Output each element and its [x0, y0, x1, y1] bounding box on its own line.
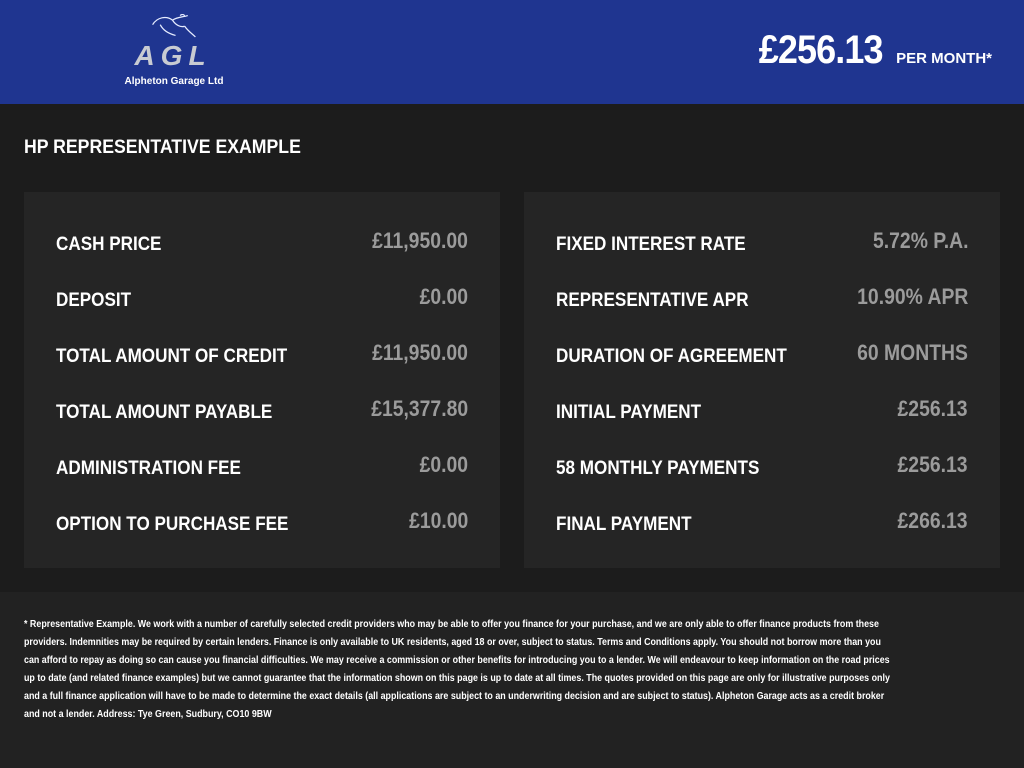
detail-value: £0.00	[419, 452, 468, 477]
detail-label: OPTION TO PURCHASE FEE	[56, 514, 289, 535]
detail-value: £15,377.80	[371, 396, 468, 421]
detail-value: £10.00	[408, 508, 468, 533]
detail-row: TOTAL AMOUNT OF CREDIT £11,950.00	[24, 340, 500, 396]
detail-label: REPRESENTATIVE APR	[556, 290, 749, 311]
detail-label: CASH PRICE	[56, 234, 162, 255]
monthly-price: £256.13 PER MONTH*	[745, 28, 992, 73]
detail-value: 10.90% APR	[856, 284, 968, 309]
detail-row: DEPOSIT £0.00	[24, 284, 500, 340]
detail-label: INITIAL PAYMENT	[556, 402, 702, 423]
detail-label: FIXED INTEREST RATE	[556, 234, 746, 255]
finance-details-right: FIXED INTEREST RATE 5.72% P.A. REPRESENTA…	[524, 192, 1000, 568]
detail-label: DURATION OF AGREEMENT	[556, 346, 787, 367]
detail-value: £0.00	[419, 284, 468, 309]
detail-label: ADMINISTRATION FEE	[56, 458, 241, 479]
detail-label: FINAL PAYMENT	[556, 514, 692, 535]
disclaimer-section: * Representative Example. We work with a…	[0, 592, 1024, 768]
detail-value: £256.13	[898, 396, 968, 421]
detail-row: 58 MONTHLY PAYMENTS £256.13	[524, 452, 1000, 508]
detail-row: FIXED INTEREST RATE 5.72% P.A.	[524, 228, 1000, 284]
detail-label: DEPOSIT	[56, 290, 132, 311]
detail-value: £266.13	[898, 508, 968, 533]
detail-row: INITIAL PAYMENT £256.13	[524, 396, 1000, 452]
detail-row: DURATION OF AGREEMENT 60 MONTHS	[524, 340, 1000, 396]
detail-label: 58 MONTHLY PAYMENTS	[556, 458, 760, 479]
detail-value: £11,950.00	[372, 228, 468, 253]
detail-row: ADMINISTRATION FEE £0.00	[24, 452, 500, 508]
logo-text: AGL	[134, 40, 212, 71]
section-title: HP REPRESENTATIVE EXAMPLE	[24, 137, 301, 158]
finance-details-left: CASH PRICE £11,950.00 DEPOSIT £0.00 TOTAL …	[24, 192, 500, 568]
detail-value: £256.13	[898, 452, 968, 477]
detail-value: 60 MONTHS	[857, 340, 968, 365]
horse-rider-icon	[152, 14, 196, 38]
alpheton-garage-logo[interactable]: AGL Alpheton Garage Ltd	[104, 14, 244, 90]
header: AGL Alpheton Garage Ltd £256.13 PER MONT…	[0, 0, 1024, 104]
monthly-price-amount: £256.13	[758, 28, 883, 72]
detail-row: OPTION TO PURCHASE FEE £10.00	[24, 508, 500, 564]
detail-row: REPRESENTATIVE APR 10.90% APR	[524, 284, 1000, 340]
disclaimer-text: * Representative Example. We work with a…	[24, 619, 890, 720]
detail-row: FINAL PAYMENT £266.13	[524, 508, 1000, 564]
per-month-label: PER MONTH*	[896, 50, 992, 67]
detail-value: £11,950.00	[372, 340, 468, 365]
detail-label: TOTAL AMOUNT PAYABLE	[56, 402, 273, 423]
detail-label: TOTAL AMOUNT OF CREDIT	[56, 346, 288, 367]
detail-value: 5.72% P.A.	[872, 228, 968, 253]
detail-row: CASH PRICE £11,950.00	[24, 228, 500, 284]
logo-subtitle: Alpheton Garage Ltd	[124, 76, 224, 87]
detail-row: TOTAL AMOUNT PAYABLE £15,377.80	[24, 396, 500, 452]
